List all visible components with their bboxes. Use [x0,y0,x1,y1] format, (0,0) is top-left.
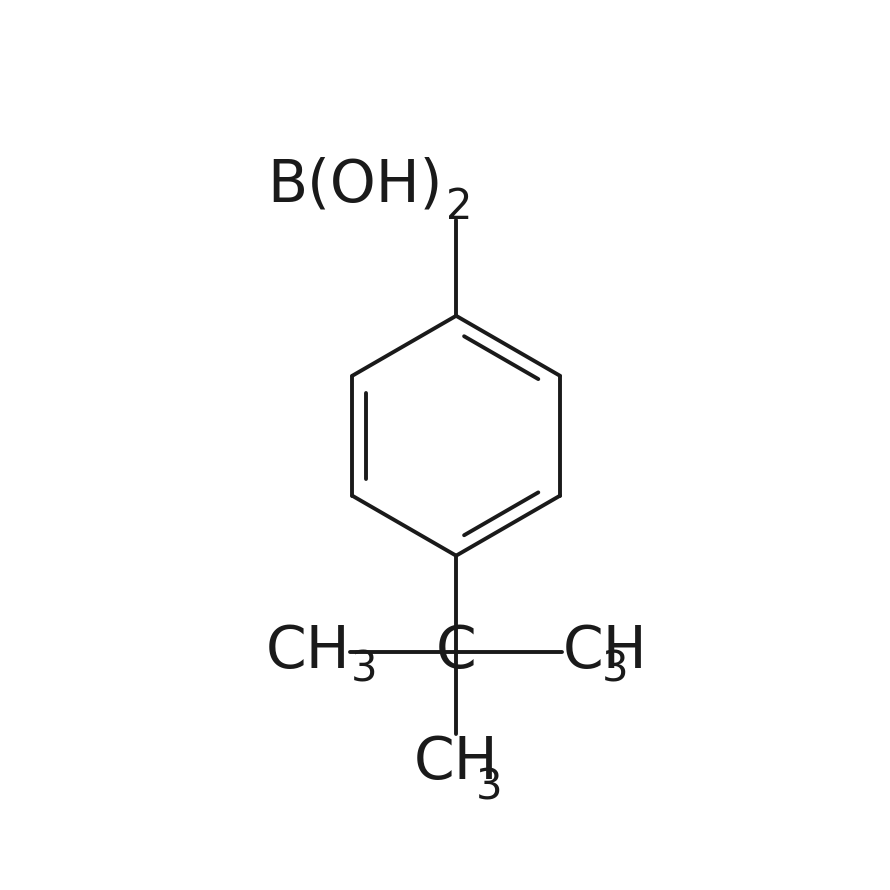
Text: 3: 3 [352,649,378,691]
Text: 2: 2 [446,186,473,228]
Text: C: C [436,623,476,680]
Text: 3: 3 [602,649,628,691]
Text: B(OH): B(OH) [267,156,442,213]
Text: 3: 3 [475,767,502,809]
Text: CH: CH [562,623,647,680]
Text: CH: CH [414,734,498,791]
Text: CH: CH [265,623,350,680]
